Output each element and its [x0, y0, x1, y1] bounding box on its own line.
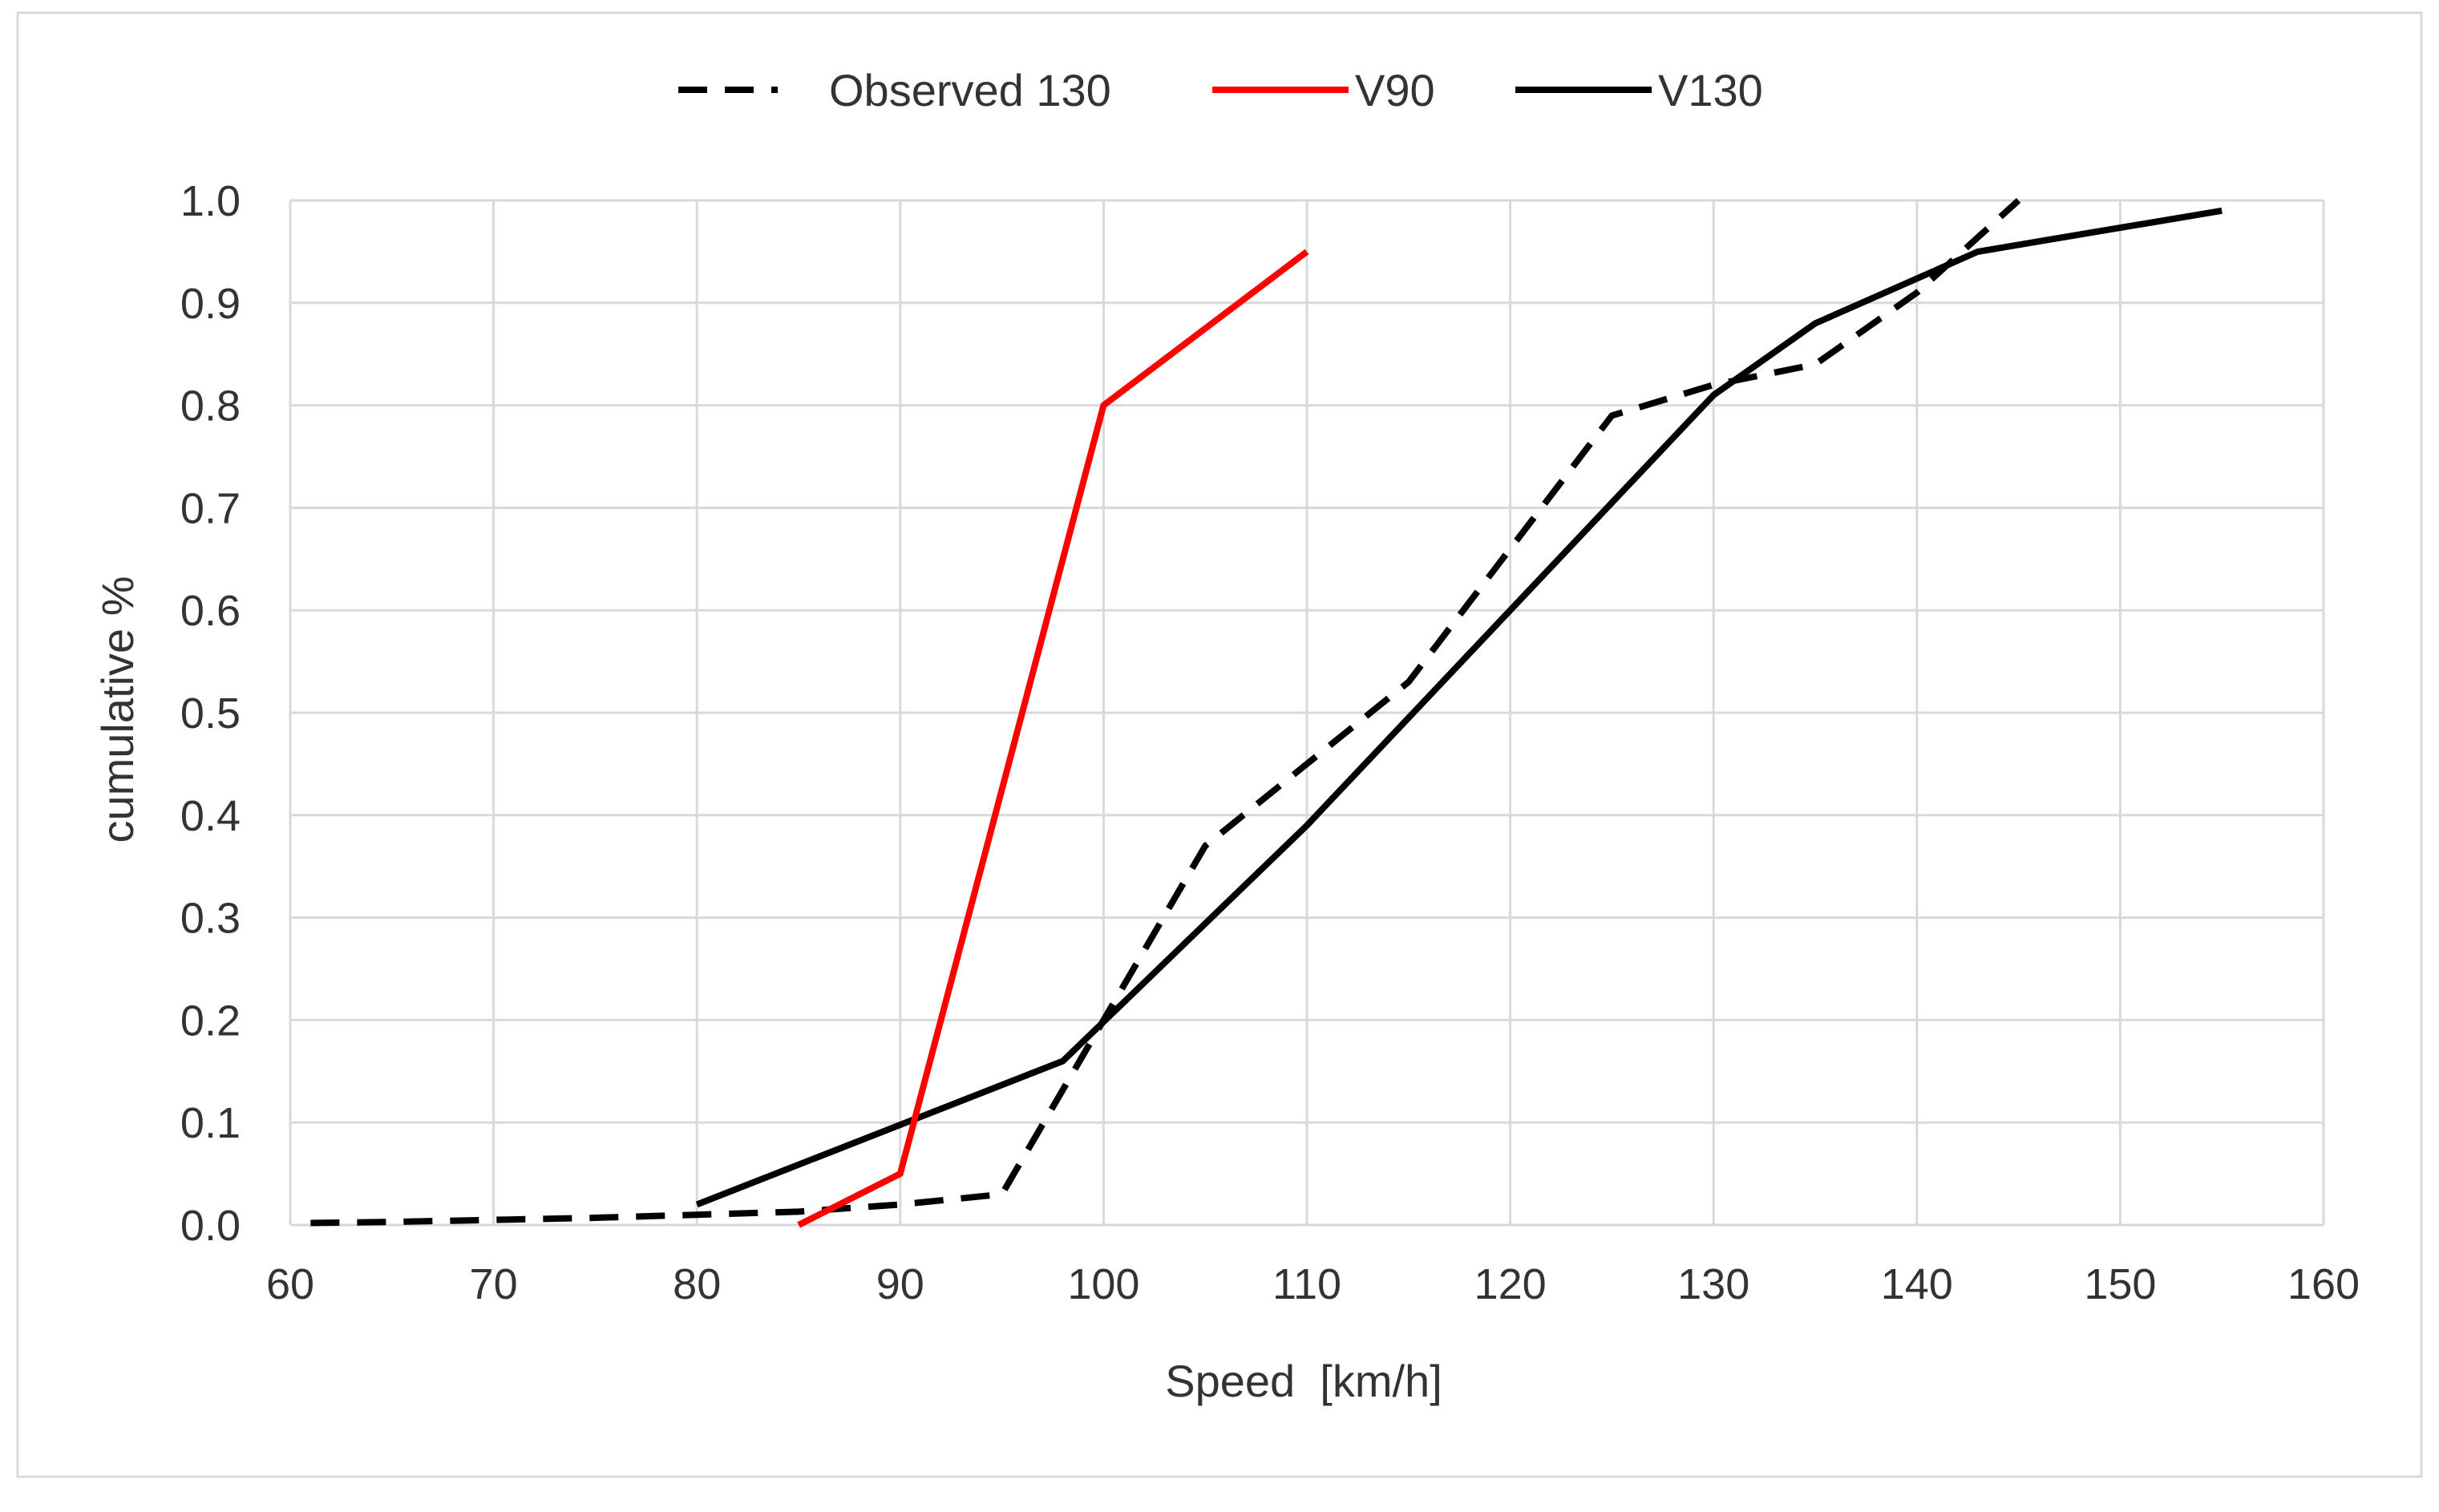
- x-tick-label: 160: [2287, 1260, 2360, 1308]
- data-point-observed-130: [307, 1219, 313, 1226]
- data-point-observed-130: [1304, 761, 1310, 767]
- y-tick-label: 0.3: [180, 895, 241, 943]
- legend: Observed 130 V90 V130: [678, 65, 1763, 115]
- gridlines: [289, 199, 2325, 1227]
- y-tick-label: 0.0: [180, 1202, 241, 1250]
- data-point-observed-130: [1710, 382, 1717, 388]
- x-tick-label: 80: [673, 1260, 721, 1308]
- data-point-v130: [1812, 320, 1818, 326]
- series-lines: [307, 197, 2225, 1228]
- y-tick-label: 0.8: [180, 382, 241, 431]
- legend-label-observed-130: Observed 130: [829, 65, 1111, 115]
- data-point-v130: [1060, 1058, 1066, 1065]
- x-tick-label: 140: [1881, 1260, 1953, 1308]
- data-point-v130: [1710, 392, 1717, 398]
- data-point-observed-130: [1202, 843, 1208, 849]
- y-tick-label: 0.4: [180, 792, 241, 840]
- data-point-v130: [1507, 607, 1514, 613]
- data-point-v90: [1304, 249, 1310, 255]
- y-tick-label: 0.5: [180, 689, 241, 738]
- data-point-observed-130: [389, 1219, 395, 1225]
- series-line-v130: [695, 207, 2223, 1208]
- x-tick-label: 150: [2084, 1260, 2156, 1308]
- y-tick-label: 0.6: [180, 587, 241, 635]
- data-point-v90: [897, 1170, 904, 1177]
- data-point-v90: [795, 1222, 802, 1228]
- y-axis-title: cumulative %: [92, 576, 143, 843]
- data-point-v130: [1304, 823, 1310, 829]
- data-point-observed-130: [1406, 679, 1412, 685]
- legend-label-v130: V130: [1658, 65, 1763, 115]
- x-axis-title: Speed [km/h]: [1165, 1356, 1442, 1406]
- data-point-observed-130: [491, 1217, 497, 1223]
- x-tick-label: 120: [1474, 1260, 1547, 1308]
- data-point-observed-130: [1914, 289, 1920, 296]
- data-point-observed-130: [1507, 546, 1514, 552]
- y-tick-label: 0.7: [180, 484, 241, 532]
- data-point-v130: [1975, 249, 1981, 255]
- data-point-observed-130: [592, 1215, 598, 1221]
- data-point-observed-130: [1608, 412, 1615, 418]
- x-tick-label: 70: [470, 1260, 518, 1308]
- legend-label-v90: V90: [1355, 65, 1435, 115]
- x-tick-label: 100: [1067, 1260, 1139, 1308]
- tick-labels: 60 70 80 90 100 110 120 130 140 150 160 0.0 0.1 0.2 0.…: [180, 177, 2360, 1308]
- data-point-observed-130: [999, 1191, 1005, 1198]
- x-tick-label: 110: [1272, 1260, 1341, 1308]
- data-point-observed-130: [1812, 361, 1818, 367]
- chart-border: [16, 11, 2423, 1478]
- x-tick-label: 90: [876, 1260, 924, 1308]
- data-point-observed-130: [897, 1201, 904, 1207]
- x-tick-label: 60: [266, 1260, 314, 1308]
- y-tick-label: 1.0: [180, 177, 241, 225]
- data-point-observed-130: [795, 1208, 802, 1215]
- y-tick-label: 0.2: [180, 997, 241, 1045]
- y-tick-label: 0.9: [180, 280, 241, 328]
- x-tick-label: 130: [1677, 1260, 1749, 1308]
- data-point-v130: [694, 1201, 700, 1207]
- y-tick-label: 0.1: [180, 1099, 241, 1147]
- data-point-observed-130: [2016, 197, 2022, 204]
- data-point-v90: [1100, 402, 1106, 409]
- series-line-v90: [797, 249, 1309, 1228]
- data-point-observed-130: [694, 1211, 700, 1218]
- data-point-v130: [2219, 208, 2225, 214]
